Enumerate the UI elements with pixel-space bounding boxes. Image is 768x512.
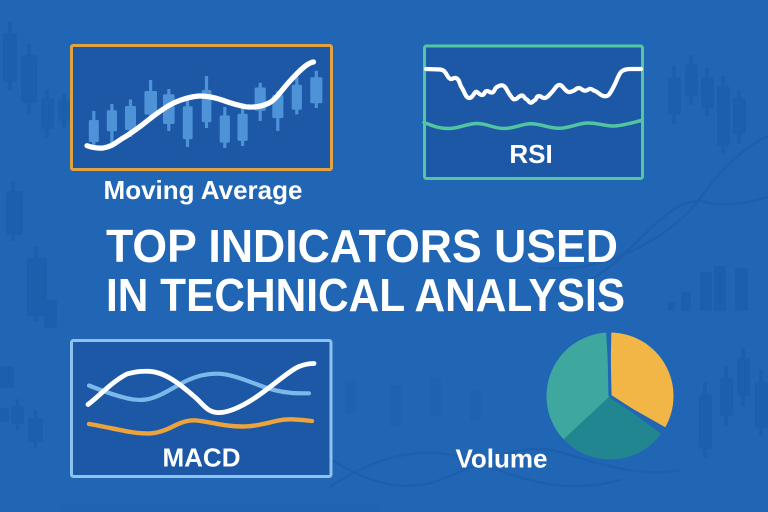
- svg-text:Volume: Volume: [456, 444, 548, 474]
- svg-text:MACD: MACD: [163, 443, 241, 473]
- svg-text:RSI: RSI: [509, 139, 552, 169]
- svg-text:IN TECHNICAL ANALYSIS: IN TECHNICAL ANALYSIS: [106, 269, 625, 321]
- svg-text:Moving Average: Moving Average: [104, 175, 303, 205]
- svg-text:TOP INDICATORS USED: TOP INDICATORS USED: [106, 220, 618, 272]
